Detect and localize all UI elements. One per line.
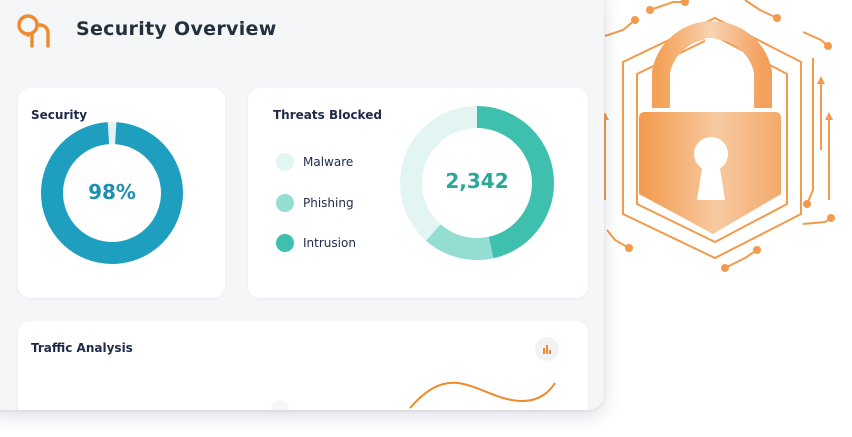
legend-item-malware[interactable]: Malware <box>276 152 353 172</box>
threats-card: Threats Blocked Malware Phishing Intrusi… <box>248 88 588 298</box>
security-card: Security 98% <box>18 88 225 298</box>
threats-total: 2,342 <box>445 169 509 193</box>
page-title: Security Overview <box>76 18 277 40</box>
legend-item-intrusion[interactable]: Intrusion <box>276 233 356 253</box>
security-card-title: Security <box>31 108 88 122</box>
security-arc <box>41 122 183 264</box>
threats-segment-intrusion <box>400 106 554 260</box>
legend-label: Intrusion <box>303 236 356 250</box>
legend-label: Malware <box>303 155 354 169</box>
threats-donut: 2,342 <box>399 105 555 261</box>
legend-dot-malware <box>276 153 294 171</box>
legend-label: Phishing <box>303 196 354 210</box>
padlock-circuit-icon <box>601 0 835 272</box>
dashboard-window: Security Overview Security 98% Threats B… <box>0 0 604 410</box>
legend-dot-phishing <box>276 194 294 212</box>
threats-card-title: Threats Blocked <box>273 108 382 122</box>
traffic-card: Traffic Analysis <box>18 321 588 410</box>
security-donut: 98% <box>39 120 185 266</box>
chart-options-button[interactable] <box>535 337 559 361</box>
security-value: 98% <box>88 180 136 204</box>
traffic-line <box>271 381 556 410</box>
bar-chart-icon <box>543 345 551 354</box>
threats-segment-phishing <box>400 106 554 260</box>
traffic-card-title: Traffic Analysis <box>31 341 133 355</box>
brand-logo-icon[interactable] <box>16 13 52 49</box>
legend-item-phishing[interactable]: Phishing <box>276 193 354 213</box>
legend-dot-intrusion <box>276 234 294 252</box>
